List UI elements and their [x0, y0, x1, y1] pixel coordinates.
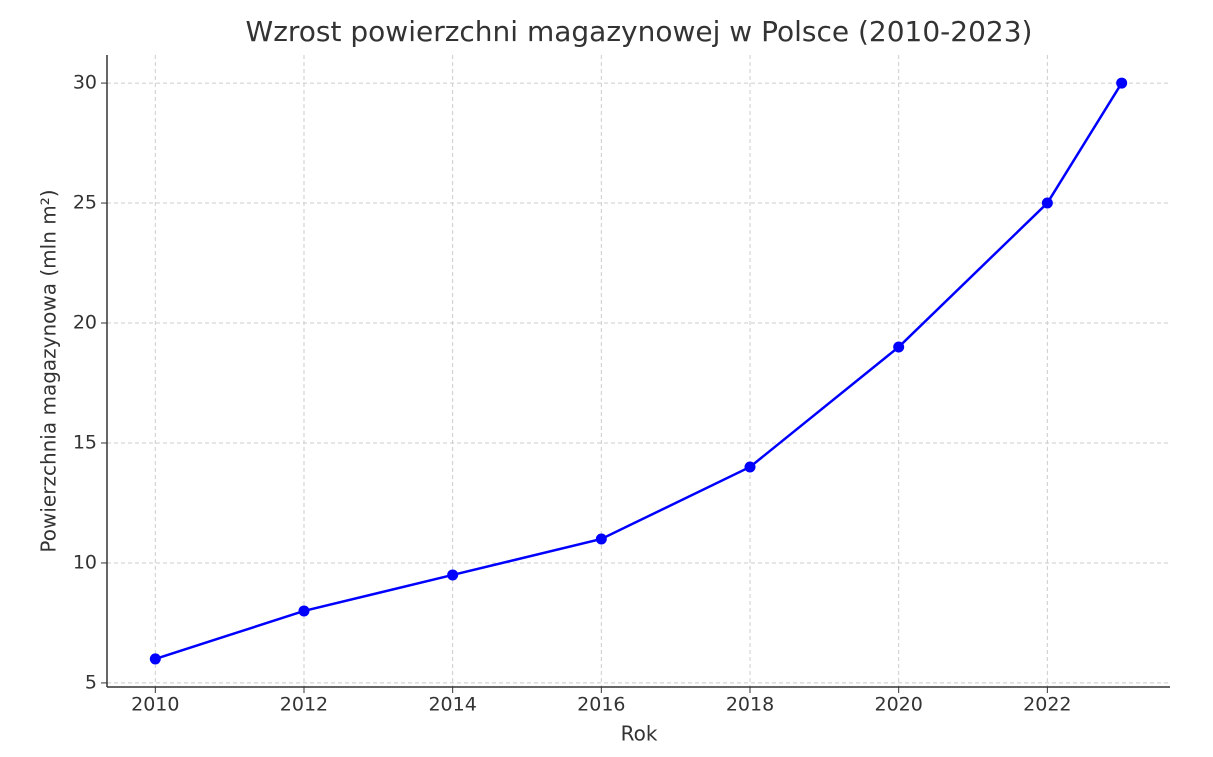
data-point: [447, 569, 459, 581]
data-point: [595, 533, 607, 545]
y-tick-label: 10: [73, 551, 97, 573]
x-tick-label: 2014: [428, 694, 476, 716]
y-tick-label: 25: [73, 192, 97, 214]
data-point: [1041, 197, 1053, 209]
x-tick-label: 2012: [280, 694, 328, 716]
x-tick-label: 2010: [131, 694, 179, 716]
data-line: [154, 82, 1123, 661]
data-point: [744, 461, 756, 473]
y-axis-label: Powierzchnia magazynowa (mln m²): [37, 189, 61, 552]
chart-title: Wzrost powierzchni magazynowej w Polsce …: [246, 15, 1033, 48]
x-tick-label: 2020: [874, 694, 922, 716]
x-tick-label: 2018: [726, 694, 774, 716]
data-point: [893, 341, 905, 353]
y-tick-label: 5: [85, 671, 97, 693]
y-tick-label: 15: [73, 431, 97, 453]
x-tick-label: 2016: [577, 694, 625, 716]
y-tick-label: 30: [73, 72, 97, 94]
data-point: [1116, 77, 1128, 89]
y-tick-label: 20: [73, 312, 97, 334]
data-point: [149, 653, 161, 665]
x-axis-label: Rok: [621, 722, 658, 746]
data-point: [298, 605, 310, 617]
x-tick-label: 2022: [1023, 694, 1071, 716]
